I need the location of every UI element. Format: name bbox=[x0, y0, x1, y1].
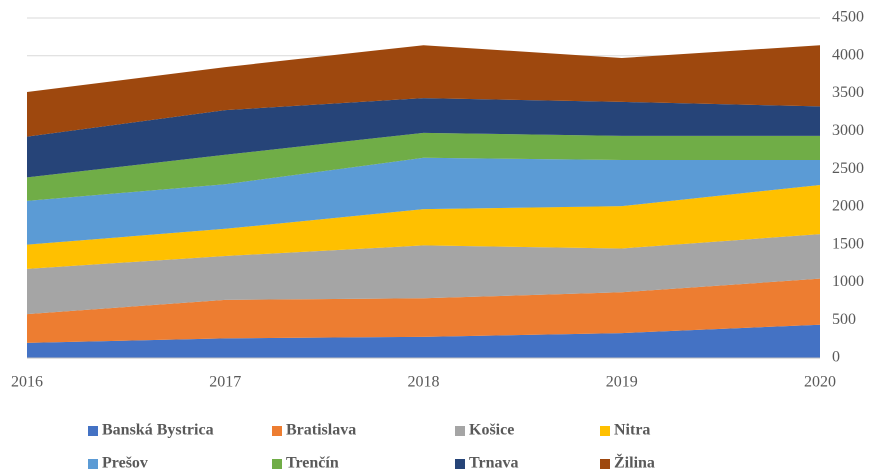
x-tick-label: 2018 bbox=[408, 374, 440, 391]
legend-swatch bbox=[600, 459, 610, 469]
legend-swatch bbox=[272, 459, 282, 469]
y-tick-label: 3500 bbox=[832, 84, 864, 101]
y-tick-label: 4000 bbox=[832, 46, 864, 63]
area bbox=[27, 234, 820, 315]
area bbox=[27, 184, 820, 269]
y-tick-label: 2500 bbox=[832, 160, 864, 177]
x-tick-label: 2017 bbox=[209, 374, 241, 391]
area bbox=[27, 157, 820, 245]
legend-label: Banská Bystrica bbox=[102, 422, 214, 439]
legend-swatch bbox=[455, 426, 465, 436]
legend-label: Žilina bbox=[614, 453, 655, 472]
legend-label: Bratislava bbox=[286, 422, 356, 439]
legend-swatch bbox=[600, 426, 610, 436]
y-tick-label: 1000 bbox=[832, 273, 864, 290]
area bbox=[27, 132, 820, 201]
y-tick-label: 3000 bbox=[832, 122, 864, 139]
legend-swatch bbox=[88, 426, 98, 436]
area bbox=[27, 324, 820, 358]
y-tick-label: 500 bbox=[832, 311, 856, 328]
legend-label: Prešov bbox=[102, 455, 148, 472]
area bbox=[27, 278, 820, 343]
x-tick-label: 2016 bbox=[11, 374, 43, 391]
legend-label: Nitra bbox=[614, 422, 650, 439]
legend-swatch bbox=[272, 426, 282, 436]
legend-swatch bbox=[88, 459, 98, 469]
y-tick-label: 2000 bbox=[832, 198, 864, 215]
area bbox=[27, 98, 820, 178]
legend-label: Trenčín bbox=[286, 455, 339, 472]
x-tick-label: 2019 bbox=[606, 374, 638, 391]
legend-label: Trnava bbox=[469, 455, 518, 472]
legend-swatch bbox=[455, 459, 465, 469]
y-tick-label: 1500 bbox=[832, 235, 864, 252]
area bbox=[27, 45, 820, 137]
legend-label: Košice bbox=[469, 422, 514, 439]
y-tick-label: 0 bbox=[832, 349, 840, 366]
x-tick-label: 2020 bbox=[804, 374, 836, 391]
y-tick-label: 4500 bbox=[832, 9, 864, 26]
